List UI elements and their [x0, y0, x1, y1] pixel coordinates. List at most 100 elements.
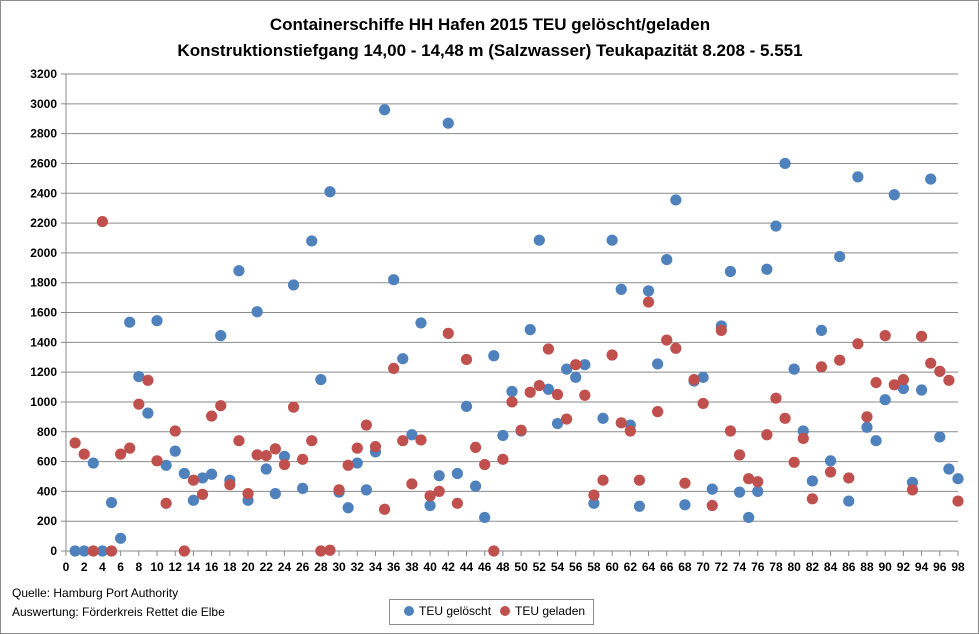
point-teu-geloescht — [342, 502, 354, 514]
y-tick-label: 1000 — [30, 395, 57, 409]
point-teu-geloescht — [324, 186, 336, 198]
legend-label-geloescht: TEU gelöscht — [419, 604, 492, 618]
point-teu-geladen — [269, 443, 281, 455]
point-teu-geloescht — [597, 412, 609, 424]
point-teu-geloescht — [260, 463, 272, 475]
x-tick-label: 78 — [769, 560, 783, 574]
x-tick-label: 70 — [696, 560, 710, 574]
point-teu-geladen — [697, 397, 709, 410]
x-tick-label: 62 — [624, 560, 638, 574]
point-teu-geladen — [943, 374, 955, 386]
point-teu-geloescht — [888, 189, 900, 201]
x-tick-label: 60 — [605, 560, 619, 574]
point-teu-geloescht — [269, 488, 281, 500]
x-tick-label: 8 — [135, 560, 142, 574]
point-teu-geladen — [879, 330, 891, 342]
x-tick-label: 72 — [715, 560, 729, 574]
point-teu-geloescht — [843, 495, 855, 507]
point-teu-geloescht — [761, 263, 773, 275]
x-tick-label: 56 — [569, 560, 583, 574]
point-teu-geloescht — [897, 382, 909, 395]
point-teu-geloescht — [233, 265, 245, 277]
analysis-note: Auswertung: Förderkreis Rettet die Elbe — [12, 605, 225, 619]
x-tick-label: 90 — [879, 560, 893, 574]
point-teu-geloescht — [178, 467, 190, 480]
y-tick-label: 800 — [37, 425, 57, 439]
point-teu-geladen — [424, 490, 436, 502]
x-tick-label: 6 — [117, 560, 124, 574]
point-teu-geloescht — [360, 484, 372, 496]
x-tick-label: 14 — [187, 560, 201, 574]
point-teu-geloescht — [870, 435, 882, 447]
point-teu-geladen — [925, 357, 937, 369]
y-tick-label: 2800 — [30, 127, 57, 141]
point-teu-geloescht — [706, 483, 718, 495]
point-teu-geladen — [488, 545, 500, 557]
x-tick-label: 66 — [660, 560, 674, 574]
point-teu-geladen — [661, 334, 673, 346]
point-teu-geloescht — [925, 173, 937, 185]
y-tick-label: 200 — [37, 514, 57, 528]
point-teu-geladen — [433, 485, 445, 497]
x-axis-ticks: 0 2 4 6 8 10 12 14 16 18 20 22 24 26 28 30 32 34 36 38 40 42 4… — [63, 560, 965, 574]
x-tick-label: 12 — [169, 560, 183, 574]
point-teu-geloescht — [406, 429, 418, 441]
point-teu-geloescht — [788, 363, 800, 375]
point-teu-geladen — [588, 489, 600, 501]
x-tick-label: 38 — [405, 560, 419, 574]
point-teu-geloescht — [852, 171, 864, 183]
point-teu-geladen — [442, 327, 454, 339]
point-teu-geladen — [551, 388, 564, 401]
x-tick-label: 10 — [150, 560, 164, 574]
y-axis-ticks: 0 200 400 600 800 1000 1200 1400 1600 1800 2000 220… — [30, 67, 57, 558]
point-teu-geloescht — [69, 545, 81, 557]
x-tick-label: 84 — [824, 560, 838, 574]
point-teu-geladen — [451, 497, 463, 509]
point-teu-geladen — [815, 361, 828, 373]
point-teu-geladen — [251, 449, 263, 461]
x-tick-label: 2 — [81, 560, 88, 574]
point-teu-geladen — [743, 473, 755, 485]
point-teu-geladen — [388, 362, 400, 374]
point-teu-geladen — [533, 379, 545, 392]
point-teu-geladen — [260, 450, 272, 462]
point-teu-geladen — [733, 449, 746, 461]
x-tick-label: 46 — [478, 560, 492, 574]
point-teu-geladen — [196, 488, 209, 500]
point-teu-geladen — [561, 413, 573, 425]
point-teu-geladen — [342, 459, 354, 471]
y-tick-label: 400 — [37, 484, 57, 498]
point-teu-geladen — [724, 425, 737, 437]
y-tick-label: 2400 — [30, 186, 57, 200]
point-teu-geloescht — [570, 371, 582, 383]
point-teu-geloescht — [479, 511, 491, 524]
point-teu-geladen — [615, 417, 627, 429]
x-tick-label: 86 — [842, 560, 856, 574]
x-tick-label: 28 — [314, 560, 328, 574]
point-teu-geloescht — [278, 450, 291, 462]
point-teu-geloescht — [915, 384, 928, 396]
point-teu-geloescht — [697, 371, 709, 383]
point-teu-geladen — [233, 435, 245, 447]
legend: TEU gelöscht TEU geladen — [389, 599, 594, 625]
point-teu-geloescht — [834, 251, 846, 263]
point-teu-geloescht — [196, 472, 209, 484]
point-teu-geloescht — [451, 467, 463, 480]
point-teu-geloescht — [633, 500, 646, 512]
point-teu-geladen — [142, 374, 154, 386]
x-tick-label: 34 — [369, 560, 383, 574]
point-teu-geloescht — [151, 315, 163, 327]
point-teu-geladen — [897, 373, 909, 386]
point-teu-geloescht — [115, 532, 127, 544]
x-tick-label: 4 — [99, 560, 106, 574]
point-teu-geladen — [78, 448, 90, 460]
y-tick-label: 600 — [37, 455, 57, 469]
point-teu-geladen — [834, 354, 846, 366]
point-teu-geloescht — [679, 499, 691, 511]
point-teu-geladen — [806, 493, 818, 505]
point-teu-geladen — [788, 456, 800, 468]
point-teu-geladen — [779, 412, 791, 424]
point-teu-geloescht — [542, 383, 555, 395]
x-tick-label: 22 — [260, 560, 274, 574]
